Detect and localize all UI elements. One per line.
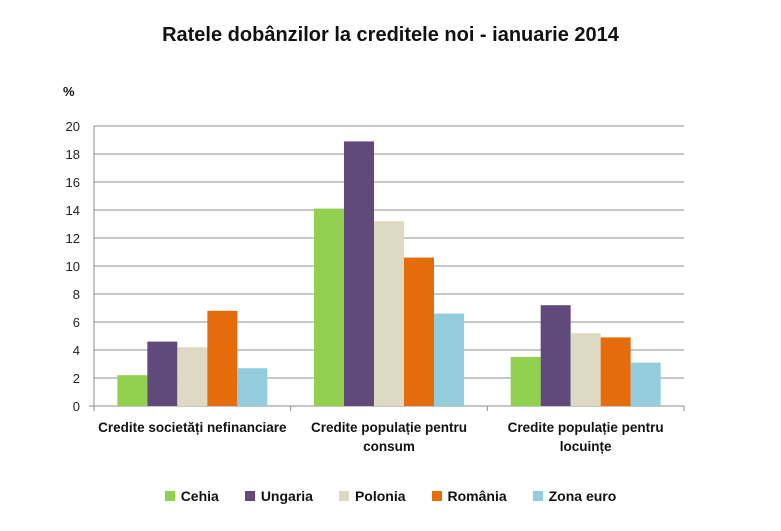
legend-item: Cehia: [164, 488, 219, 504]
bar: [630, 362, 661, 406]
legend-swatch: [244, 491, 255, 501]
y-tick-label: 14: [66, 203, 80, 218]
bar: [177, 347, 208, 406]
bar: [314, 208, 344, 406]
legend-label: România: [447, 488, 507, 504]
legend-swatch: [164, 491, 175, 501]
y-axis-unit-label: %: [63, 84, 75, 99]
bar: [207, 310, 238, 406]
bar: [344, 141, 374, 406]
legend-item: Polonia: [338, 488, 406, 504]
bar: [147, 341, 178, 406]
bar: [570, 333, 601, 406]
x-category-label: Credite populație pentru: [311, 420, 467, 435]
bar: [540, 305, 571, 406]
bar: [374, 221, 404, 406]
x-category-label: Credite societăți nefinanciare: [98, 420, 287, 435]
y-tick-label: 20: [66, 119, 80, 134]
y-tick-label: 2: [73, 371, 80, 386]
bar: [434, 313, 464, 406]
chart-title: Ratele dobânzilor la creditele noi - ian…: [162, 24, 619, 46]
legend-label: Zona euro: [548, 488, 617, 504]
y-tick-label: 4: [73, 343, 80, 358]
legend-label: Ungaria: [260, 488, 313, 504]
y-tick-label: 12: [66, 231, 80, 246]
x-category-label: consum: [363, 439, 415, 454]
y-tick-label: 8: [73, 287, 80, 302]
x-category-label: locuințe: [560, 439, 612, 454]
y-tick-label: 18: [66, 147, 80, 162]
bar: [404, 257, 434, 406]
chart-legend: Cehia Ungaria Polonia România Zona euro: [0, 488, 781, 504]
y-tick-label: 16: [66, 175, 80, 190]
bar: [117, 375, 148, 406]
legend-label: Cehia: [180, 488, 219, 504]
legend-swatch: [338, 491, 349, 501]
legend-item: Zona euro: [532, 488, 617, 504]
legend-swatch: [431, 491, 442, 501]
bar: [237, 368, 268, 406]
legend-item: România: [431, 488, 507, 504]
legend-swatch: [532, 491, 543, 501]
bar: [510, 357, 541, 406]
y-tick-label: 0: [73, 399, 80, 414]
y-tick-label: 6: [73, 315, 80, 330]
legend-item: Ungaria: [244, 488, 313, 504]
y-tick-label: 10: [66, 259, 80, 274]
bar: [600, 337, 631, 406]
x-category-label: Credite populație pentru: [508, 420, 664, 435]
legend-label: Polonia: [354, 488, 406, 504]
